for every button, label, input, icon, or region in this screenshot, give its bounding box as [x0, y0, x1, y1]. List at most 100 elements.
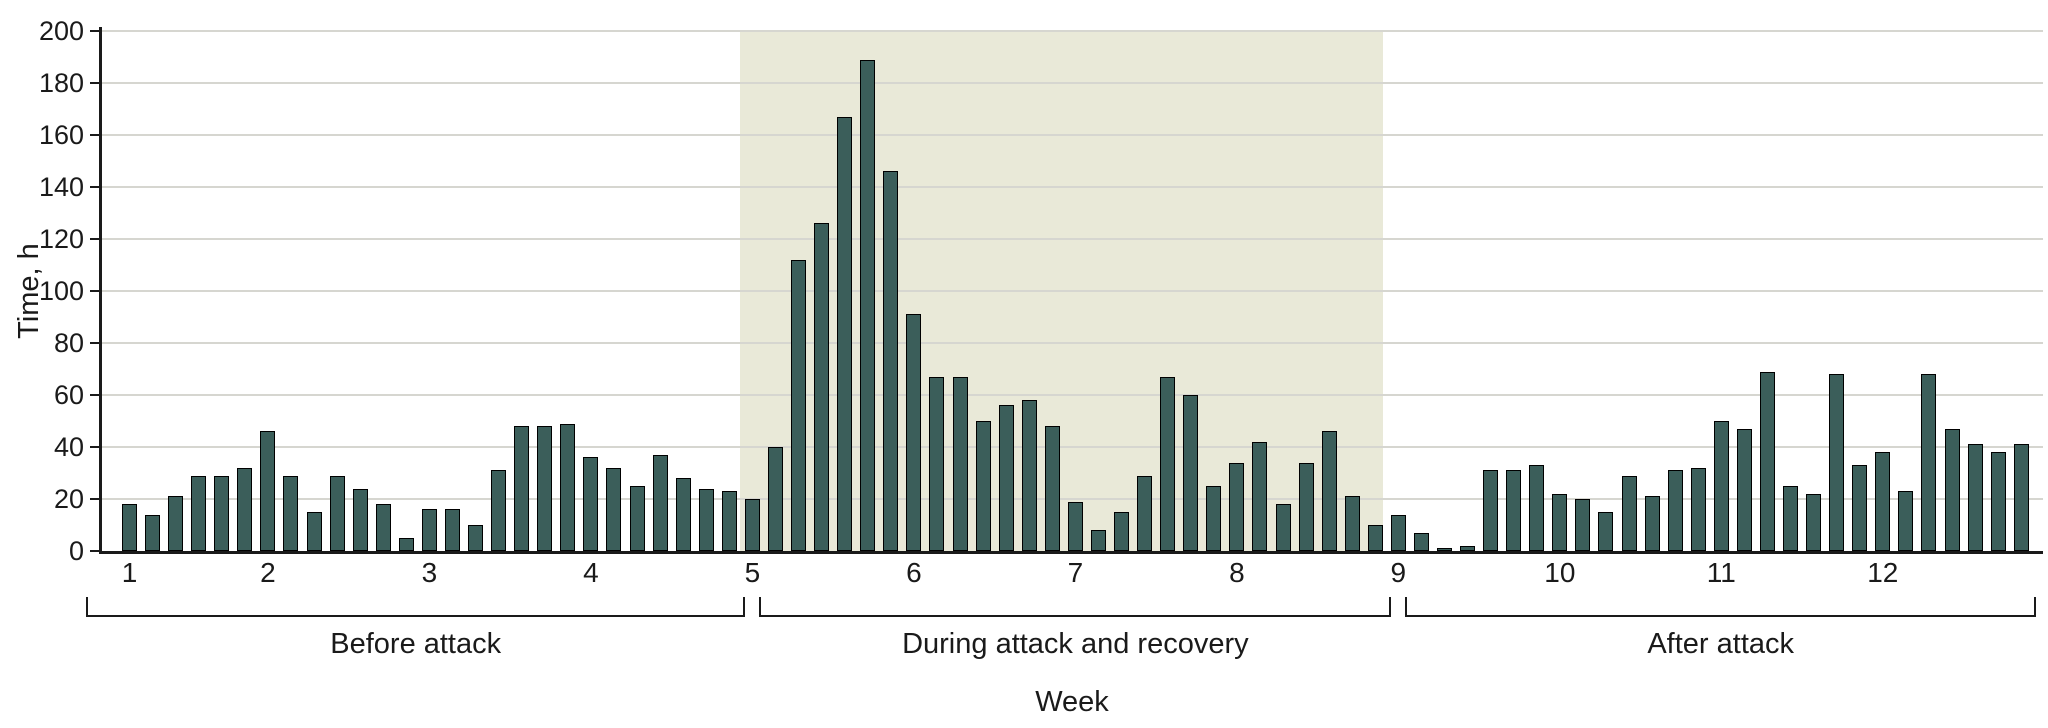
phase-bracket [86, 615, 746, 617]
gridline [101, 290, 2043, 292]
bar [1967, 444, 1983, 551]
phase-label: Before attack [330, 628, 502, 660]
y-tick-label: 0 [68, 536, 84, 566]
bar [1206, 486, 1222, 551]
bar [329, 475, 345, 551]
week-tick-label: 7 [1067, 557, 1084, 588]
bar [1229, 462, 1245, 551]
bar [122, 504, 137, 551]
phase-bracket-end [2034, 597, 2036, 615]
y-tick-label: 200 [38, 16, 84, 46]
bar [237, 467, 253, 551]
bar [468, 525, 484, 551]
bar [1644, 496, 1660, 551]
y-axis-tick [90, 342, 101, 344]
y-axis-tick [90, 134, 101, 136]
week-tick-label: 3 [421, 557, 438, 588]
bar [975, 421, 991, 551]
bar [1759, 371, 1775, 551]
bar [1044, 426, 1060, 551]
y-axis-tick [90, 550, 101, 552]
bar [906, 314, 922, 551]
bar [883, 171, 899, 551]
bar [1090, 530, 1106, 551]
phase-bracket-end [86, 597, 88, 615]
y-axis-tick [90, 186, 101, 188]
bar [491, 470, 507, 551]
gridline [101, 186, 2043, 188]
bar [1852, 465, 1868, 551]
y-tick-label: 120 [38, 224, 84, 254]
week-tick-label: 6 [906, 557, 922, 588]
x-axis-title: Week [1035, 686, 1109, 718]
bar [1183, 395, 1199, 551]
y-tick-label: 180 [38, 68, 84, 98]
bar [1321, 431, 1337, 551]
bar [1575, 499, 1591, 551]
bar [1667, 470, 1683, 551]
bar [306, 512, 322, 551]
bar [1552, 493, 1568, 551]
bar [1736, 428, 1752, 551]
bar [1344, 496, 1360, 551]
bar [1413, 532, 1429, 551]
week-tick-label: 10 [1544, 557, 1576, 588]
bar [514, 426, 530, 551]
bar [998, 405, 1014, 551]
bar [1506, 470, 1522, 551]
bar [744, 499, 760, 551]
bar [260, 431, 276, 551]
bar [1806, 493, 1822, 551]
bar [1483, 470, 1499, 551]
bar [837, 116, 853, 551]
phase-label: During attack and recovery [902, 628, 1249, 660]
week-tick-label: 12 [1867, 557, 1899, 588]
bar [1621, 475, 1637, 551]
phase-bracket-end [1389, 597, 1392, 615]
bar [767, 447, 783, 551]
bar [583, 457, 599, 551]
bar [1944, 428, 1960, 551]
bar [721, 491, 737, 551]
bar [398, 538, 414, 551]
phase-bracket-end [759, 597, 762, 615]
bar [1114, 512, 1129, 551]
phase-bracket [1405, 615, 2036, 617]
bar [1529, 465, 1545, 551]
bar [1829, 374, 1845, 551]
gridline [101, 342, 2043, 344]
bar [952, 376, 968, 551]
gridline [101, 498, 2043, 500]
bar [537, 426, 553, 551]
bar [929, 376, 945, 551]
phase-bracket-end [743, 597, 746, 615]
bar [1598, 512, 1614, 551]
gridline [101, 238, 2043, 240]
y-tick-label: 160 [38, 120, 84, 150]
week-tick-label: 11 [1706, 557, 1736, 588]
bar [214, 475, 230, 551]
bar [375, 504, 391, 551]
bar [1875, 452, 1891, 551]
week-tick-label: 2 [260, 557, 276, 588]
bar [1275, 504, 1291, 551]
bar [652, 454, 668, 551]
bar [1783, 486, 1799, 551]
bar [145, 514, 161, 551]
y-axis-tick [90, 290, 101, 292]
bar [675, 478, 691, 551]
bar [860, 59, 876, 551]
bar [444, 509, 460, 551]
y-axis-line [99, 27, 102, 553]
bar [191, 475, 207, 551]
y-tick-label: 20 [53, 484, 84, 514]
x-axis-line [99, 551, 2043, 554]
bar [352, 488, 368, 551]
bar [1390, 514, 1406, 551]
gridline [101, 30, 2043, 32]
y-tick-label: 80 [53, 328, 84, 358]
week-tick-label: 8 [1229, 557, 1245, 588]
bar [2013, 444, 2029, 551]
y-tick-label: 100 [38, 276, 84, 306]
